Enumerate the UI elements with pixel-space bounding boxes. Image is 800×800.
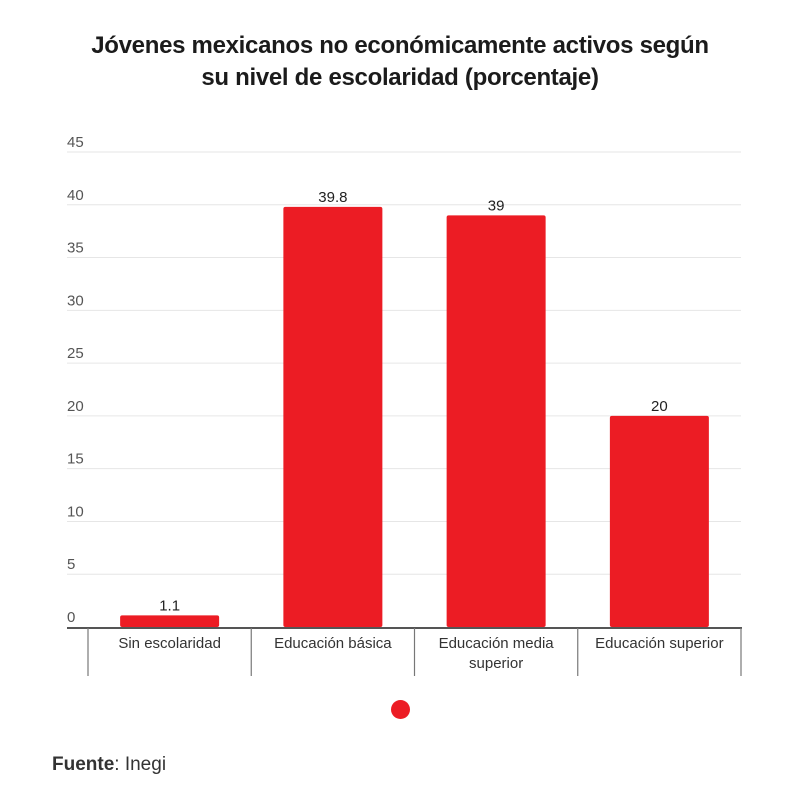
data-label: 39 xyxy=(488,197,505,214)
category-label: Sin escolaridad xyxy=(118,635,221,652)
data-label: 39.8 xyxy=(318,189,347,206)
bar xyxy=(283,206,383,627)
y-tick-label: 5 xyxy=(67,556,75,573)
x-axis-category-labels: Sin escolaridad Educación básica Educación… xyxy=(118,635,723,672)
category-label: superior xyxy=(469,655,523,672)
category-label: Educación media xyxy=(439,635,555,652)
y-tick-label: 35 xyxy=(67,240,84,257)
data-label: 1.1 xyxy=(159,597,180,614)
bar xyxy=(609,415,709,627)
bars xyxy=(120,206,709,628)
y-tick-label: 30 xyxy=(67,292,84,309)
data-label: 20 xyxy=(651,398,668,415)
y-axis-ticks: 0 5 10 15 20 25 30 35 40 45 xyxy=(67,134,84,626)
x-axis xyxy=(67,627,742,676)
y-tick-label: 40 xyxy=(67,187,84,204)
y-tick-label: 45 xyxy=(67,134,84,151)
y-tick-label: 20 xyxy=(67,398,84,415)
y-tick-label: 0 xyxy=(67,609,75,626)
source-note: Fuente: Inegi xyxy=(52,754,166,776)
y-tick-label: 25 xyxy=(67,345,84,362)
category-label: Educación básica xyxy=(274,635,392,652)
chart-title-line-1: Jóvenes mexicanos no económicamente acti… xyxy=(91,32,709,59)
source-value: : Inegi xyxy=(114,754,167,775)
y-tick-label: 15 xyxy=(67,451,84,468)
chart-title: Jóvenes mexicanos no económicamente acti… xyxy=(0,30,800,94)
legend-marker xyxy=(391,700,410,719)
bar xyxy=(446,215,546,628)
source-label: Fuente xyxy=(52,754,115,775)
category-label: Educación superior xyxy=(595,635,723,652)
data-labels: 1.1 39.8 39 20 xyxy=(159,189,668,615)
bar xyxy=(120,615,220,627)
y-tick-label: 10 xyxy=(67,503,84,520)
chart-title-line-2: su nivel de escolaridad (porcentaje) xyxy=(201,64,599,91)
